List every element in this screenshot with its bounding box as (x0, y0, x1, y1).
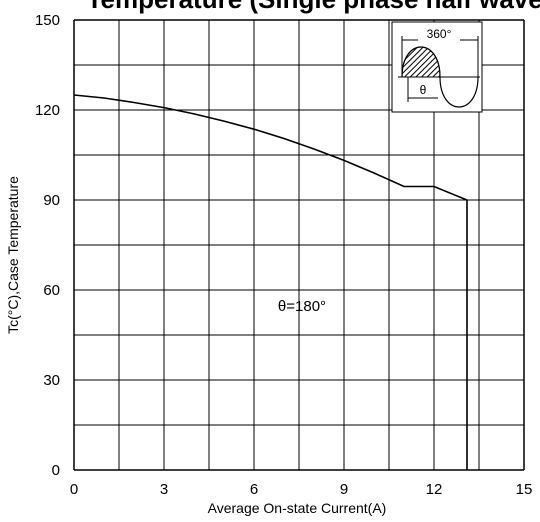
series-line (73, 94, 468, 470)
y-tick-label: 0 (52, 462, 60, 479)
x-tick-label: 0 (70, 481, 78, 498)
y-tick-label: 150 (35, 12, 60, 29)
chart-title: Temperature (Single phase half wave) (87, 0, 540, 14)
series-group (73, 94, 468, 470)
x-tick-label: 12 (426, 481, 443, 498)
y-axis-label: Tc(°C),Case Temperature (5, 176, 21, 334)
y-tick-label: 60 (43, 282, 60, 299)
y-tick-label: 120 (35, 102, 60, 119)
theta-annotation: θ=180° (278, 298, 326, 315)
x-tick-label: 6 (250, 481, 258, 498)
y-tick-label: 30 (43, 372, 60, 389)
chart-grid (73, 19, 525, 471)
period-label: 360° (427, 27, 452, 41)
y-tick-label: 90 (43, 192, 60, 209)
x-axis-label: Average On-state Current(A) (208, 500, 387, 516)
waveform-inset: 360° θ (391, 21, 483, 113)
x-tick-label: 9 (340, 481, 348, 498)
period-label-bg (418, 26, 460, 42)
x-tick-label: 15 (516, 481, 533, 498)
theta-label: θ (420, 83, 427, 97)
x-tick-label: 3 (160, 481, 168, 498)
